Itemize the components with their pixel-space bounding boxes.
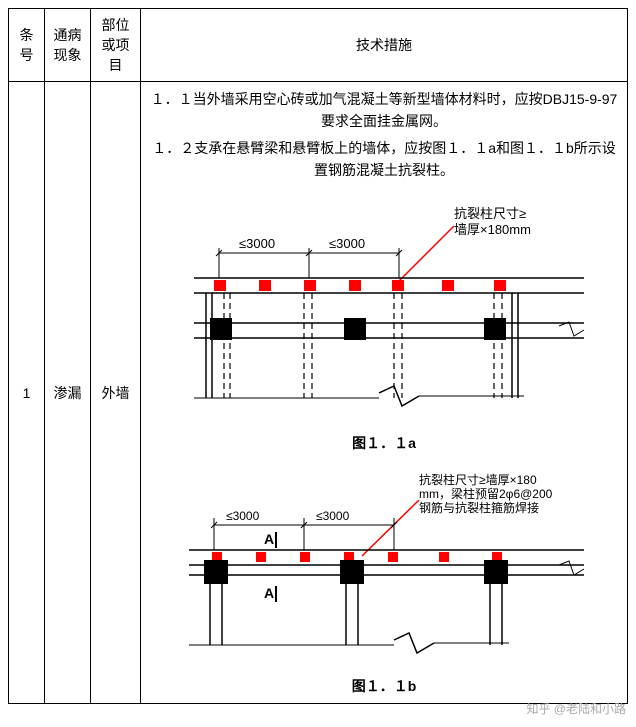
caption-b: 图１．１b [147, 675, 621, 697]
leader-a [397, 226, 454, 283]
cell-content: １．１当外墙采用空心砖或加气混凝土等新型墙体材料时，应按DBJ15-9-97要求… [141, 82, 628, 704]
spec-table: 条号 通病现象 部位或项目 技术措施 1 渗漏 外墙 １．１当外墙采用空心砖或加… [8, 8, 628, 704]
col-part: 部位或项目 [91, 9, 141, 82]
cell-defect: 渗漏 [45, 82, 91, 704]
col-measure: 技术措施 [141, 9, 628, 82]
caption-a: 图１．１a [147, 432, 621, 454]
marker-A-top: A [264, 531, 274, 547]
col-defect: 通病现象 [45, 9, 91, 82]
note-b-line3: 钢筋与抗裂柱箍筋焊接 [419, 500, 539, 515]
dim-a-2: ≤3000 [329, 236, 365, 251]
black-block [210, 318, 232, 340]
para-1-1: １．１当外墙采用空心砖或加气混凝土等新型墙体材料时，应按DBJ15-9-97要求… [147, 88, 621, 133]
dim-b-2: ≤3000 [316, 509, 350, 523]
cell-part: 外墙 [91, 82, 141, 704]
diagram-1-1a: 抗裂柱尺寸≥ 墙厚×180mm ≤3000 ≤3000 [147, 198, 621, 455]
dim-b-1: ≤3000 [226, 509, 260, 523]
diagram-1-1b: 抗裂柱尺寸≥墙厚×180 mm，梁柱预留2φ6@200 钢筋与抗裂柱箍筋焊接 ≤… [147, 470, 621, 697]
note-b-line2: mm，梁柱预留2φ6@200 [419, 486, 553, 501]
cell-num: 1 [9, 82, 45, 704]
watermark: 知乎 @老陆和小路 [526, 700, 626, 717]
dim-a-1: ≤3000 [239, 236, 275, 251]
red-block [214, 280, 226, 291]
note-b-line1: 抗裂柱尺寸≥墙厚×180 [419, 472, 537, 487]
leader-b [362, 500, 419, 556]
marker-A-bot: A [264, 585, 274, 601]
para-1-2: １．２支承在悬臂梁和悬臂板上的墙体，应按图１．１a和图１．１b所示设置钢筋混凝土… [147, 137, 621, 182]
data-row: 1 渗漏 外墙 １．１当外墙采用空心砖或加气混凝土等新型墙体材料时，应按DBJ1… [9, 82, 628, 704]
note-a-line2: 墙厚×180mm [454, 222, 531, 237]
header-row: 条号 通病现象 部位或项目 技术措施 [9, 9, 628, 82]
col-num: 条号 [9, 9, 45, 82]
note-a-line1: 抗裂柱尺寸≥ [454, 206, 526, 221]
dashed-columns [224, 293, 502, 398]
